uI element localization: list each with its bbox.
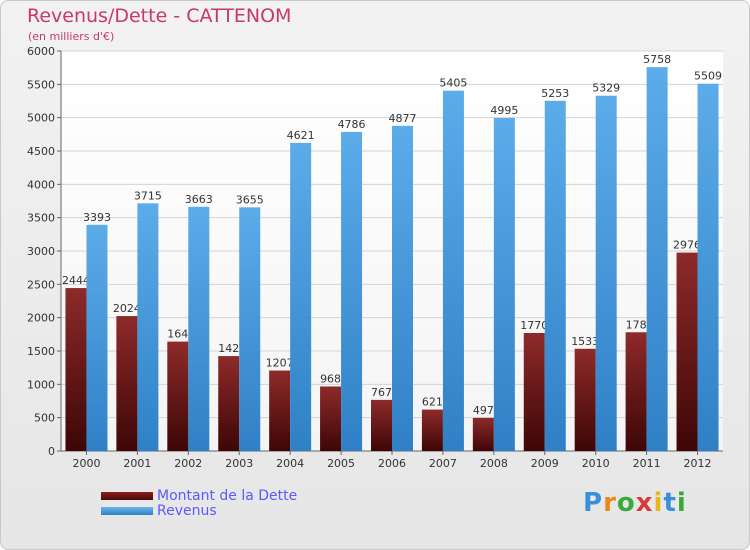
y-tick-label: 3500: [27, 212, 55, 225]
x-tick-label: 2010: [582, 457, 610, 470]
y-tick-label: 4000: [27, 178, 55, 191]
logo-letter: t: [663, 488, 677, 518]
data-label-dette: 1207: [266, 357, 294, 370]
bar-revenus: [697, 83, 719, 451]
data-label-dette: 968: [320, 372, 341, 385]
bar-revenus: [493, 118, 515, 451]
x-tick-label: 2001: [123, 457, 151, 470]
data-label-dette: 621: [422, 396, 443, 409]
x-tick-label: 2003: [225, 457, 253, 470]
logo-letter: r: [603, 488, 617, 518]
data-label-revenus: 5509: [694, 70, 722, 83]
y-tick-label: 4500: [27, 145, 55, 158]
x-tick-label: 2012: [684, 457, 712, 470]
data-label-revenus: 3393: [83, 211, 111, 224]
logo-letter: i: [676, 488, 687, 518]
x-tick-label: 2009: [531, 457, 559, 470]
data-label-revenus: 3715: [134, 189, 162, 202]
legend-swatch-dette: [101, 492, 153, 500]
data-label-revenus: 4877: [389, 112, 417, 125]
bar-dette: [523, 333, 545, 451]
bar-dette: [167, 341, 189, 451]
y-tick-label: 500: [34, 412, 55, 425]
bar-dette: [676, 252, 698, 451]
y-tick-label: 3000: [27, 245, 55, 258]
data-label-revenus: 4621: [287, 129, 315, 142]
bar-revenus: [137, 203, 159, 451]
x-tick-label: 2005: [327, 457, 355, 470]
x-tick-label: 2004: [276, 457, 304, 470]
logo-letter: i: [653, 488, 664, 518]
data-label-revenus: 3663: [185, 193, 213, 206]
y-tick-label: 1500: [27, 345, 55, 358]
data-label-revenus: 5253: [541, 87, 569, 100]
legend-item-revenus: Revenus: [101, 503, 217, 519]
data-label-dette: 497: [473, 404, 494, 417]
data-label-revenus: 3655: [236, 193, 264, 206]
x-tick-label: 2007: [429, 457, 457, 470]
data-label-dette: 142: [218, 342, 239, 355]
bar-dette: [574, 348, 596, 451]
bar-dette: [320, 386, 342, 451]
bar-dette: [65, 288, 87, 451]
data-label-dette: 2976: [673, 239, 701, 252]
legend-label-revenus: Revenus: [157, 503, 217, 519]
bar-revenus: [646, 67, 668, 451]
bar-dette: [218, 356, 240, 451]
data-label-revenus: 5758: [643, 53, 671, 66]
bar-revenus: [86, 224, 108, 451]
y-tick-label: 2000: [27, 312, 55, 325]
y-tick-label: 2500: [27, 278, 55, 291]
bar-dette: [625, 332, 647, 451]
bar-revenus: [188, 206, 210, 451]
bar-dette: [472, 417, 494, 451]
bar-dette: [269, 370, 291, 451]
data-label-dette: 2444: [62, 274, 90, 287]
chart-title: Revenus/Dette - CATTENOM: [27, 5, 292, 27]
logo-letter: P: [583, 488, 604, 518]
y-tick-label: 5000: [27, 112, 55, 125]
bar-revenus: [239, 207, 261, 451]
bar-dette: [371, 399, 392, 451]
y-tick-label: 1000: [27, 378, 55, 391]
bar-revenus: [290, 142, 312, 451]
bar-dette: [116, 316, 138, 451]
chart-subtitle: (en milliers d'€): [28, 30, 115, 43]
bar-revenus: [595, 95, 617, 451]
data-label-dette: 1770: [520, 319, 548, 332]
logo-letter: o: [616, 488, 636, 518]
data-label-revenus: 4995: [490, 104, 518, 117]
data-label-dette: 767: [371, 386, 392, 399]
data-label-dette: 2024: [113, 302, 141, 315]
data-label-revenus: 5329: [592, 82, 620, 95]
bar-revenus: [341, 131, 363, 451]
logo-letter: x: [635, 488, 654, 518]
proxiti-logo: Proxiti: [583, 488, 687, 518]
bar-dette: [421, 409, 443, 451]
data-label-revenus: 5405: [439, 77, 467, 90]
data-label-dette: 164: [167, 328, 188, 341]
y-tick-label: 6000: [27, 45, 55, 58]
bar-revenus: [544, 100, 566, 452]
x-tick-label: 2002: [174, 457, 202, 470]
y-tick-label: 0: [48, 445, 55, 458]
x-tick-label: 2008: [480, 457, 508, 470]
bar-revenus: [442, 90, 464, 452]
legend-label-dette: Montant de la Dette: [157, 488, 298, 504]
x-tick-label: 2011: [633, 457, 661, 470]
x-tick-label: 2006: [378, 457, 406, 470]
y-tick-label: 5500: [27, 78, 55, 91]
x-tick-label: 2000: [72, 457, 100, 470]
legend-item-dette: Montant de la Dette: [101, 488, 297, 504]
bar-revenus: [392, 125, 413, 451]
data-label-revenus: 4786: [338, 118, 366, 131]
data-label-dette: 1533: [571, 335, 599, 348]
legend-swatch-revenus: [101, 507, 153, 515]
data-label-dette: 178: [626, 318, 647, 331]
